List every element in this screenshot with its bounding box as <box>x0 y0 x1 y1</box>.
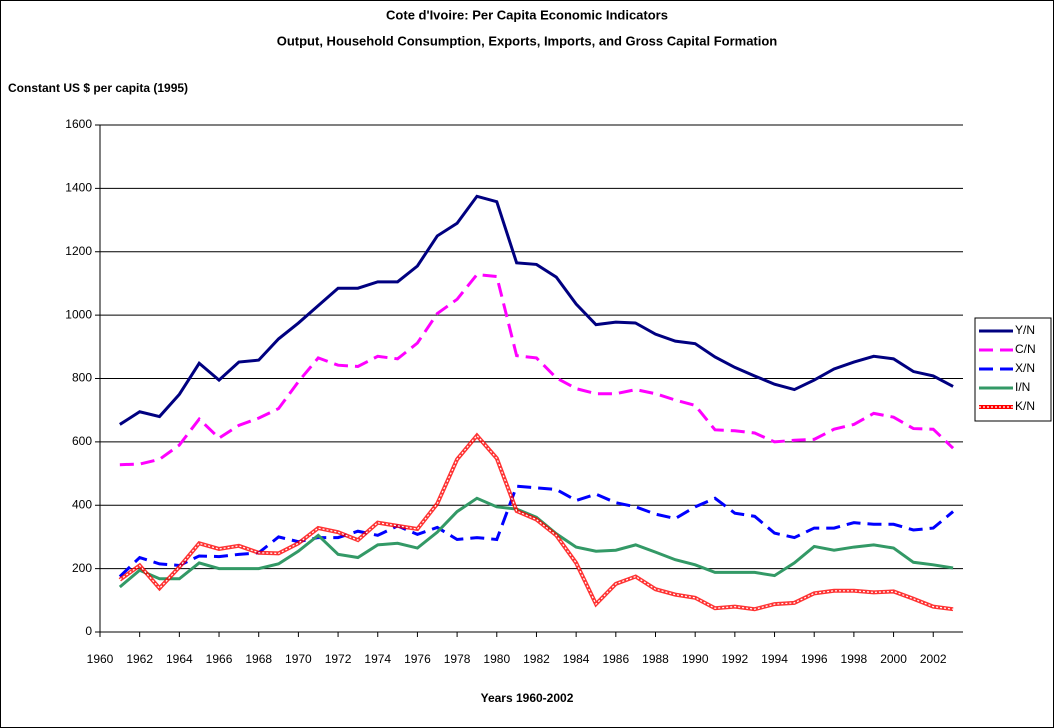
y-tick-label: 400 <box>72 497 92 511</box>
chart-subtitle: Output, Household Consumption, Exports, … <box>277 33 778 48</box>
x-tick-label: 2000 <box>880 652 907 666</box>
x-tick-label: 1998 <box>841 652 868 666</box>
x-tick-label: 1980 <box>483 652 510 666</box>
legend-label: I/N <box>1015 380 1030 394</box>
x-tick-label: 1982 <box>523 652 550 666</box>
y-axis-label: Constant US $ per capita (1995) <box>8 81 188 95</box>
series-line <box>119 434 954 610</box>
chart-title: Cote d'Ivoire: Per Capita Economic Indic… <box>386 7 668 22</box>
y-tick-label: 1600 <box>65 117 92 131</box>
x-tick-label: 1970 <box>285 652 312 666</box>
y-tick-label: 0 <box>85 624 92 638</box>
legend-label: X/N <box>1015 361 1035 375</box>
x-axis-label: Years 1960-2002 <box>481 691 574 705</box>
y-tick-label: 600 <box>72 434 92 448</box>
x-tick-label: 1968 <box>245 652 272 666</box>
x-tick-label: 2002 <box>920 652 947 666</box>
x-tick-label: 1966 <box>206 652 233 666</box>
x-tick-label: 1960 <box>87 652 114 666</box>
legend-label: C/N <box>1015 342 1036 356</box>
x-tick-label: 1994 <box>761 652 788 666</box>
y-tick-label: 1000 <box>65 307 92 321</box>
legend-label: K/N <box>1015 399 1035 413</box>
series-line <box>118 496 954 589</box>
x-tick-label: 1978 <box>444 652 471 666</box>
legend-label: Y/N <box>1015 323 1035 337</box>
x-tick-label: 1986 <box>602 652 629 666</box>
y-tick-label: 1400 <box>65 181 92 195</box>
x-tick-label: 1964 <box>166 652 193 666</box>
x-tick-label: 1962 <box>126 652 153 666</box>
x-tick-label: 1984 <box>563 652 590 666</box>
x-tick-label: 1996 <box>801 652 828 666</box>
y-tick-label: 800 <box>72 371 92 385</box>
x-tick-label: 1988 <box>642 652 669 666</box>
series-line <box>119 194 954 426</box>
y-tick-label: 200 <box>72 561 92 575</box>
x-tick-label: 1976 <box>404 652 431 666</box>
x-tick-label: 1974 <box>364 652 391 666</box>
y-tick-label: 1200 <box>65 244 92 258</box>
x-tick-label: 1990 <box>682 652 709 666</box>
x-tick-label: 1992 <box>721 652 748 666</box>
x-tick-label: 1972 <box>325 652 352 666</box>
series-line <box>119 272 955 467</box>
